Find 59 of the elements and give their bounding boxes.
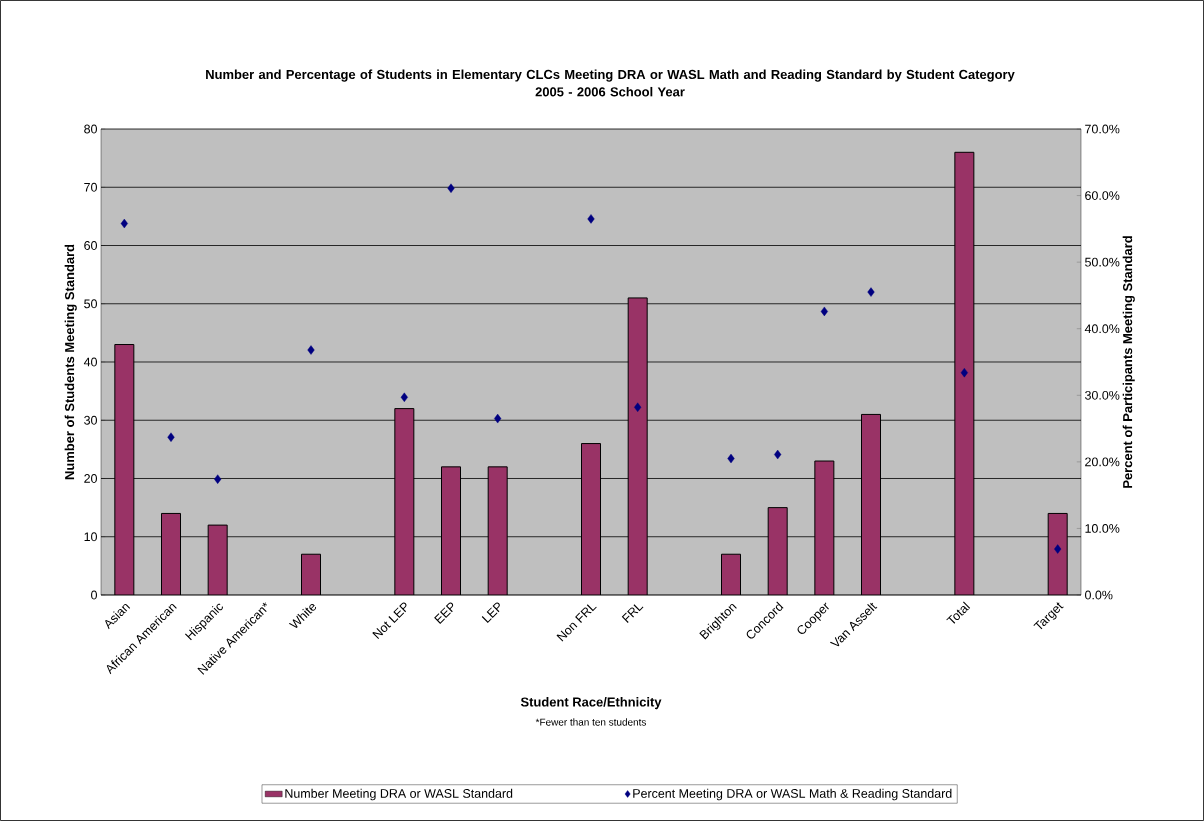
bar <box>721 553 742 595</box>
chart-subtitle: 2005 - 2006 School Year <box>535 86 685 97</box>
point <box>960 367 968 378</box>
bar <box>1047 512 1068 595</box>
bar <box>161 512 181 595</box>
point <box>587 214 595 224</box>
y-tick-label: 10 <box>84 532 97 542</box>
bar <box>394 408 415 595</box>
y2-tick-label: 40.0% <box>1084 324 1120 334</box>
bar <box>627 297 648 595</box>
chart-title: Number and Percentage of Students in Elementary CLCs Meeting DRA or WASL Math and Reading Standard by Student Category <box>206 69 1015 82</box>
point <box>494 413 502 424</box>
y-tick-label: 30 <box>84 415 97 425</box>
point <box>400 392 408 402</box>
bar <box>487 466 508 595</box>
y-tick-label: 40 <box>83 357 97 367</box>
x-tick-label: Non FRL <box>556 604 597 642</box>
y2-tick-label: 60.0% <box>1085 191 1120 200</box>
y-axis-title: Number of Students Meeting Standard <box>64 244 77 480</box>
bar <box>301 553 321 595</box>
bar <box>581 443 602 595</box>
y2-tick-label: 30.0% <box>1085 390 1120 400</box>
y2-tick-label: 20.0% <box>1085 457 1120 467</box>
point <box>447 183 455 193</box>
bar <box>954 151 975 595</box>
y-tick-label: 60 <box>84 241 97 250</box>
y-tick-label: 80 <box>84 124 97 134</box>
x-tick-label: FRL <box>621 604 644 623</box>
bar <box>441 466 461 595</box>
y2-tick-label: 0.0% <box>1085 590 1113 600</box>
point <box>774 449 782 460</box>
point <box>167 432 175 442</box>
y2-tick-label: 50.0% <box>1085 257 1120 267</box>
y2-axis-title: Percent of Participants Meeting Standard <box>1122 236 1135 488</box>
x-tick-label: LEP <box>481 602 500 623</box>
y-tick-label: 70 <box>84 182 97 192</box>
legend-label: Number Meeting DRA or WASL Standard <box>285 788 513 801</box>
point <box>214 474 222 484</box>
point <box>727 453 735 464</box>
y2-tick-label: 70.0% <box>1085 124 1120 134</box>
bar <box>767 507 788 595</box>
y-tick-label: 20 <box>84 474 97 483</box>
y-tick-label: 50 <box>84 299 97 309</box>
legend-label: Percent Meeting DRA or WASL Math & Reading Standard <box>633 788 952 801</box>
bar <box>814 460 835 595</box>
point <box>1054 544 1062 554</box>
point <box>820 306 828 317</box>
point <box>120 218 128 229</box>
point <box>307 345 315 355</box>
point <box>867 287 875 297</box>
y2-tick-label: 10.0% <box>1085 524 1120 533</box>
point <box>634 402 642 412</box>
bar <box>861 413 882 595</box>
y-tick-label: 0 <box>91 590 97 600</box>
x-tick-label: Not LEP <box>372 602 407 640</box>
bar <box>207 524 228 595</box>
bar <box>114 344 135 595</box>
text: *Fewer than ten students <box>535 718 647 726</box>
x-axis-title: Student Race/Ethnicity <box>520 697 662 710</box>
